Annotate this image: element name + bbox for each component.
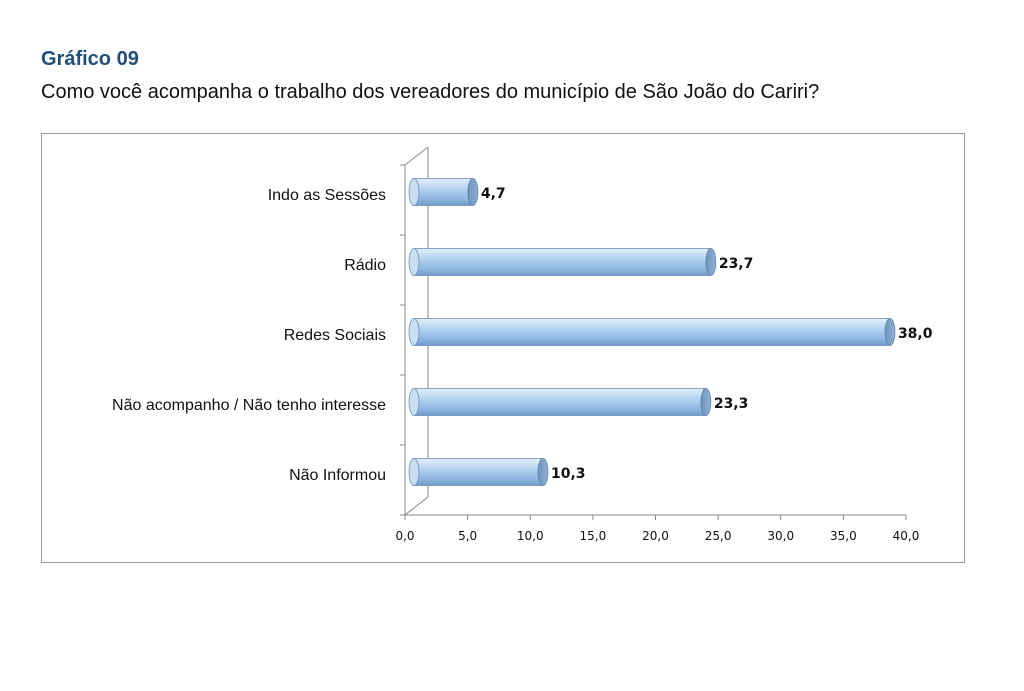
category-label: Não Informou bbox=[289, 467, 386, 484]
x-tick-label: 40,0 bbox=[893, 529, 920, 543]
x-tick-label: 30,0 bbox=[767, 529, 794, 543]
floor-depth-line bbox=[404, 496, 429, 516]
chart-label: Gráfico 09 bbox=[41, 48, 139, 70]
chart-frame bbox=[41, 133, 965, 563]
x-tick-label: 35,0 bbox=[830, 529, 857, 543]
x-tick-label: 20,0 bbox=[642, 529, 669, 543]
bar-body bbox=[413, 458, 544, 486]
data-label: 23,7 bbox=[719, 256, 754, 272]
x-tick-label: 0,0 bbox=[395, 529, 414, 543]
bar bbox=[408, 458, 549, 486]
bar bbox=[408, 318, 896, 346]
bar-body bbox=[413, 388, 707, 416]
bar-end-cap bbox=[467, 178, 479, 206]
category-label: Rádio bbox=[344, 257, 386, 274]
bar-start-cap bbox=[408, 388, 420, 416]
bar bbox=[408, 178, 479, 206]
chart-question: Como você acompanha o trabalho dos verea… bbox=[41, 81, 820, 103]
bar-end-cap bbox=[884, 318, 896, 346]
data-label: 4,7 bbox=[481, 186, 506, 202]
x-tick-label: 5,0 bbox=[458, 529, 477, 543]
bar-body bbox=[413, 178, 474, 206]
data-label: 23,3 bbox=[714, 396, 749, 412]
bar-end-cap bbox=[705, 248, 717, 276]
bar-body bbox=[413, 248, 712, 276]
bar-body bbox=[413, 318, 891, 346]
x-tick-label: 10,0 bbox=[517, 529, 544, 543]
category-label: Redes Sociais bbox=[284, 327, 386, 344]
bar bbox=[408, 248, 717, 276]
data-label: 38,0 bbox=[898, 326, 933, 342]
bar-start-cap bbox=[408, 178, 420, 206]
bar bbox=[408, 388, 712, 416]
bar-start-cap bbox=[408, 318, 420, 346]
bar-end-cap bbox=[700, 388, 712, 416]
top-depth-line bbox=[404, 146, 429, 166]
x-tick-label: 25,0 bbox=[705, 529, 732, 543]
bar-start-cap bbox=[408, 458, 420, 486]
category-label: Indo as Sessões bbox=[268, 187, 386, 204]
bar-start-cap bbox=[408, 248, 420, 276]
bars bbox=[408, 178, 896, 486]
labels: 0,0 5,0 10,0 15,0 20,0 25,0 30,0 35,0 40,0 4,7 Ind… bbox=[112, 186, 933, 543]
x-tick-label: 15,0 bbox=[580, 529, 607, 543]
data-label: 10,3 bbox=[551, 466, 586, 482]
bar-end-cap bbox=[537, 458, 549, 486]
category-label: Não acompanho / Não tenho interesse bbox=[112, 397, 386, 414]
